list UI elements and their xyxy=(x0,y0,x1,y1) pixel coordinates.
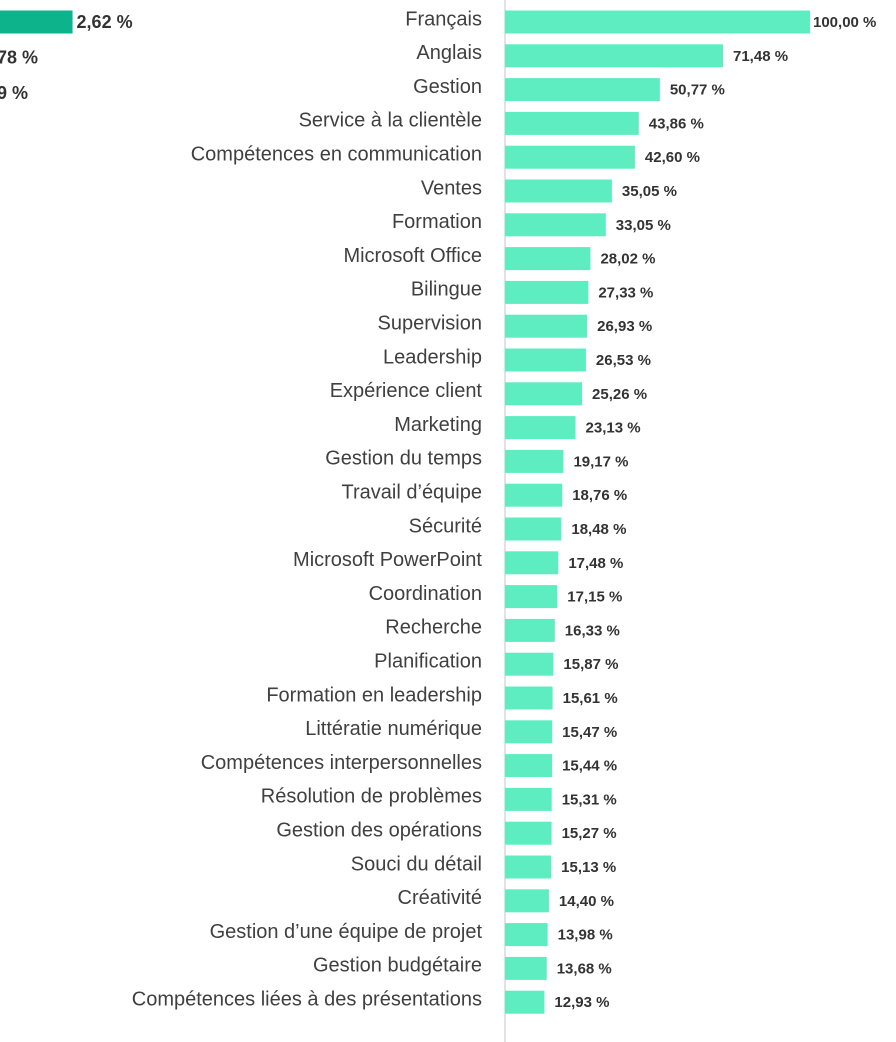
bar xyxy=(505,213,606,237)
bar xyxy=(505,618,555,642)
value-label: 35,05 % xyxy=(622,183,677,200)
bar xyxy=(505,990,545,1014)
value-label: 18,48 % xyxy=(571,521,626,538)
value-label: 15,47 % xyxy=(562,724,617,741)
bar xyxy=(505,821,552,845)
value-label: 100,00 % xyxy=(813,14,876,31)
bar xyxy=(0,10,73,34)
category-label: Créativité xyxy=(398,887,482,909)
value-label: 25,26 % xyxy=(592,386,647,403)
category-label: Résolution de problèmes xyxy=(261,786,482,808)
value-label: 16,33 % xyxy=(565,622,620,639)
category-label: Formation en leadership xyxy=(266,684,482,706)
bar xyxy=(505,787,552,811)
category-label: Gestion xyxy=(413,76,482,98)
value-label: 15,31 % xyxy=(562,791,617,808)
value-label: 50,77 % xyxy=(670,82,725,99)
bar xyxy=(505,855,552,879)
category-label: Gestion du temps xyxy=(325,448,482,470)
value-label: 14,40 % xyxy=(559,893,614,910)
value-label: 26,93 % xyxy=(597,318,652,335)
bar xyxy=(505,517,562,541)
bar xyxy=(505,78,660,102)
bar xyxy=(505,720,553,744)
value-label: 12,93 % xyxy=(554,994,609,1011)
value-label: 43,86 % xyxy=(649,115,704,132)
value-label: 17,15 % xyxy=(567,589,622,606)
bar xyxy=(505,10,810,34)
value-label: 71,48 % xyxy=(733,48,788,65)
value-label: 33,05 % xyxy=(616,217,671,234)
value-label: 15,44 % xyxy=(562,758,617,775)
category-label: Microsoft Office xyxy=(343,245,482,267)
value-label: 15,27 % xyxy=(562,825,617,842)
value-label: 78 % xyxy=(0,47,38,67)
category-label: Souci du détail xyxy=(351,853,482,875)
bar xyxy=(505,889,549,913)
category-label: Gestion budgétaire xyxy=(313,955,482,977)
category-label: Français xyxy=(405,8,482,30)
value-label: 23,13 % xyxy=(586,420,641,437)
bar xyxy=(505,247,591,271)
category-label: Travail d’équipe xyxy=(342,481,482,503)
value-label: 15,87 % xyxy=(563,656,618,673)
category-label: Sécurité xyxy=(409,515,482,537)
value-label: 28,02 % xyxy=(600,251,655,268)
value-label: 17,48 % xyxy=(568,555,623,572)
bar xyxy=(505,956,547,980)
value-label: 15,61 % xyxy=(563,690,618,707)
category-label: Anglais xyxy=(416,42,482,64)
value-label: 13,98 % xyxy=(558,927,613,944)
value-label: 15,13 % xyxy=(561,859,616,876)
bar xyxy=(505,449,564,473)
bar xyxy=(505,382,583,406)
value-label: 19,17 % xyxy=(573,453,628,470)
category-label: Compétences interpersonnelles xyxy=(201,752,482,774)
category-label: Planification xyxy=(374,650,482,672)
category-label: Marketing xyxy=(394,414,482,436)
bar xyxy=(505,145,635,169)
category-label: Gestion d’une équipe de projet xyxy=(210,921,483,943)
value-label: 9 % xyxy=(0,83,28,103)
category-label: Expérience client xyxy=(330,380,483,402)
bar xyxy=(505,348,586,372)
category-label: Gestion des opérations xyxy=(276,819,482,841)
bar xyxy=(505,585,558,609)
bar xyxy=(505,314,588,338)
category-label: Supervision xyxy=(377,312,482,334)
value-label: 26,53 % xyxy=(596,352,651,369)
bar xyxy=(505,280,589,304)
bar xyxy=(505,416,576,440)
bar xyxy=(505,483,563,507)
bar xyxy=(505,686,553,710)
bar xyxy=(505,652,554,676)
value-label: 27,33 % xyxy=(598,284,653,301)
bar xyxy=(505,754,553,778)
category-label: Bilingue xyxy=(411,279,482,301)
bar xyxy=(505,923,548,947)
category-label: Formation xyxy=(392,211,482,233)
category-label: Recherche xyxy=(385,617,482,639)
value-label: 13,68 % xyxy=(557,960,612,977)
bar xyxy=(505,179,612,203)
category-label: Littératie numérique xyxy=(305,718,482,740)
category-label: Service à la clientèle xyxy=(299,110,482,132)
value-label: 2,62 % xyxy=(77,12,133,32)
category-label: Coordination xyxy=(369,583,482,605)
category-label: Microsoft PowerPoint xyxy=(293,549,482,571)
bar xyxy=(505,551,559,575)
value-label: 18,76 % xyxy=(572,487,627,504)
value-label: 42,60 % xyxy=(645,149,700,166)
category-label: Compétences en communication xyxy=(191,143,482,165)
bar xyxy=(505,111,639,135)
category-label: Leadership xyxy=(383,346,482,368)
category-label: Ventes xyxy=(421,177,482,199)
bar xyxy=(505,44,724,68)
category-label: Compétences liées à des présentations xyxy=(132,988,482,1010)
